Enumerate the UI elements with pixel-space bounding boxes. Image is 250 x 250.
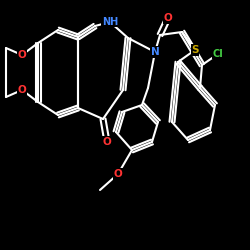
Text: Cl: Cl	[212, 49, 224, 59]
Text: O: O	[164, 13, 172, 23]
Text: O: O	[18, 50, 26, 60]
Text: S: S	[191, 45, 199, 55]
Text: NH: NH	[102, 17, 118, 27]
Text: O: O	[103, 137, 112, 147]
Text: N: N	[150, 47, 160, 57]
Text: O: O	[18, 85, 26, 95]
Text: O: O	[114, 169, 122, 179]
